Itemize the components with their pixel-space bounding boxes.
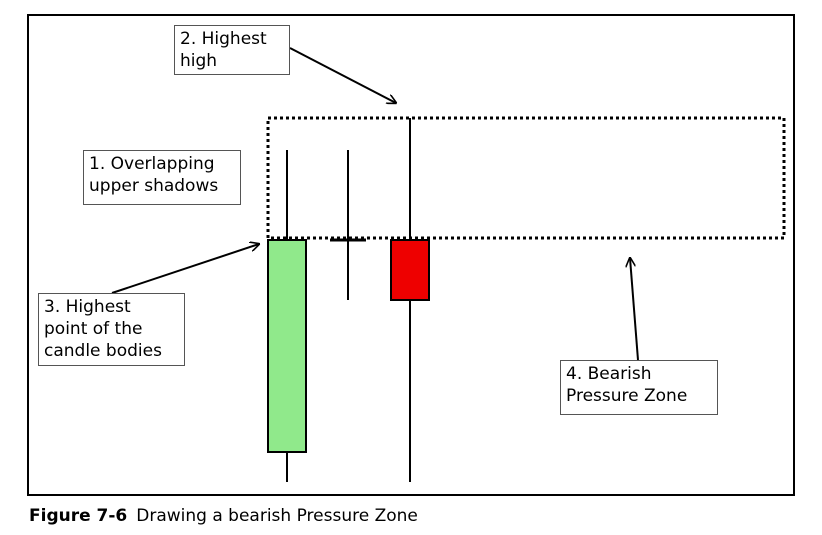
label-3-line-1: 3. Highest [44, 297, 131, 317]
label-2-line-2: high [180, 51, 218, 71]
label-2-line-1: 2. Highest [180, 29, 267, 49]
label-3-line-3: candle bodies [44, 341, 162, 361]
label-4-line-1: 4. Bearish [566, 364, 652, 384]
label-highest-point-candle-bodies: 3. Highest point of the candle bodies [38, 293, 185, 366]
label-overlapping-upper-shadows: 1. Overlapping upper shadows [83, 150, 241, 205]
label-3-line-2: point of the [44, 319, 143, 339]
arrow-highest-body-point [111, 244, 259, 294]
pressure-zone-box [266, 116, 786, 240]
label-bearish-pressure-zone: 4. Bearish Pressure Zone [560, 360, 718, 415]
figure-number: Figure 7-6 [29, 506, 128, 526]
candle-3-body [390, 239, 430, 301]
figure-caption: Figure 7-6 Drawing a bearish Pressure Zon… [29, 506, 418, 526]
figure-caption-text: Drawing a bearish Pressure Zone [136, 506, 418, 526]
label-1-line-2: upper shadows [89, 176, 219, 196]
candle-1-body [267, 239, 307, 453]
arrow-highest-high [289, 47, 396, 103]
arrow-pressure-zone [630, 258, 639, 361]
label-1-line-1: 1. Overlapping [89, 154, 215, 174]
label-highest-high: 2. Highest high [174, 25, 290, 75]
label-4-line-2: Pressure Zone [566, 386, 688, 406]
